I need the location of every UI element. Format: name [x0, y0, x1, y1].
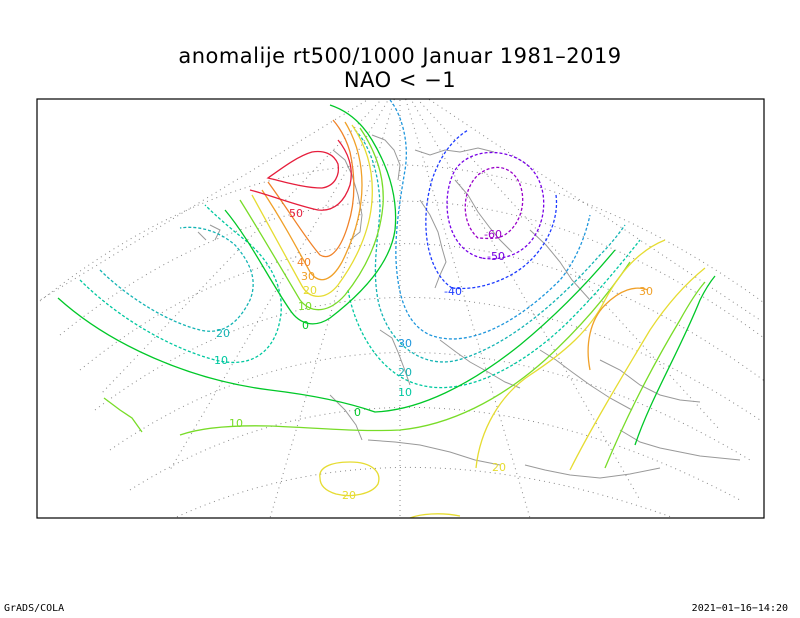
label-minus10: 10 [398, 386, 412, 399]
contour-plus30-east [587, 287, 649, 371]
label-0: 0 [302, 319, 309, 332]
contour-plus50 [249, 139, 352, 211]
label-minus10-west: 10 [214, 354, 228, 367]
map-title: anomalije rt500/1000 Januar 1981–2019 [178, 44, 622, 68]
label-minus30: 30 [398, 337, 412, 350]
label-minus20: 20 [398, 366, 412, 379]
contour-minus10-west [79, 204, 282, 364]
label-10: 10 [298, 300, 312, 313]
label-0-south: 0 [354, 406, 361, 419]
contour-plus50-inner [266, 150, 340, 189]
label-minus50: -50 [487, 250, 505, 263]
label-plus20-south: 20 [342, 489, 356, 502]
contour-plus10-north [239, 127, 384, 311]
label-40: 40 [297, 256, 311, 269]
label-minus40: -40 [444, 285, 462, 298]
label-plus10-south: 10 [229, 417, 243, 430]
label-50: 50 [289, 207, 303, 220]
contour-minus50 [446, 152, 545, 260]
map-subtitle: NAO < −1 [343, 68, 457, 92]
contour-zero-east [634, 275, 716, 446]
contour-minus60 [464, 166, 524, 240]
label-minus60: -60 [484, 228, 502, 241]
label-20: 20 [303, 284, 317, 297]
footer-timestamp: 2021−01−16−14:20 [691, 603, 788, 614]
contour-zero-north [224, 104, 397, 325]
contour-plus10-far [103, 397, 143, 433]
contour-zero [57, 249, 616, 413]
contour-minus40 [425, 129, 558, 290]
label-plus30-east: 30 [639, 285, 653, 298]
contour-plus20 [475, 239, 666, 469]
contour-plus10 [179, 261, 631, 436]
label-minus20-west: 20 [216, 327, 230, 340]
contour-plus10-east [604, 281, 706, 469]
contour-plus20-north [251, 124, 373, 298]
plot-frame [36, 98, 765, 519]
label-plus20-east: 20 [492, 461, 506, 474]
contour-plus20-bottom [409, 513, 461, 518]
contour-plus20-east [569, 267, 706, 471]
contour-plus20-island [319, 461, 380, 497]
contour-minus30 [389, 99, 591, 340]
contour-minus20 [354, 129, 626, 363]
label-30: 30 [301, 270, 315, 283]
contour-plus40 [267, 119, 355, 258]
contour-plus30 [261, 121, 363, 281]
contour-minus10 [347, 239, 641, 389]
footer-software: GrADS/COLA [4, 603, 65, 614]
